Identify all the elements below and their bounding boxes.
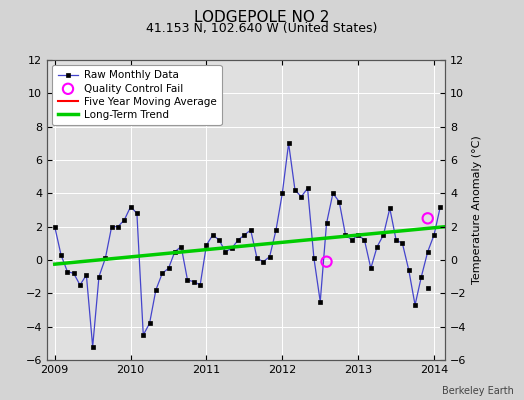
Quality Control Fail: [322, 258, 331, 265]
Raw Monthly Data: [90, 344, 96, 349]
Raw Monthly Data: [298, 194, 304, 199]
Text: Berkeley Earth: Berkeley Earth: [442, 386, 514, 396]
Raw Monthly Data: [83, 273, 90, 278]
Y-axis label: Temperature Anomaly (°C): Temperature Anomaly (°C): [472, 136, 482, 284]
Raw Monthly Data: [159, 271, 166, 276]
Raw Monthly Data: [134, 211, 140, 216]
Text: LODGEPOLE NO 2: LODGEPOLE NO 2: [194, 10, 330, 25]
Raw Monthly Data: [399, 241, 406, 246]
Raw Monthly Data: [437, 204, 443, 209]
Raw Monthly Data: [286, 141, 292, 146]
Quality Control Fail: [423, 215, 432, 222]
Raw Monthly Data: [247, 228, 254, 232]
Text: 41.153 N, 102.640 W (United States): 41.153 N, 102.640 W (United States): [146, 22, 378, 35]
Raw Monthly Data: [51, 224, 58, 229]
Line: Raw Monthly Data: Raw Monthly Data: [53, 142, 442, 348]
Legend: Raw Monthly Data, Quality Control Fail, Five Year Moving Average, Long-Term Tren: Raw Monthly Data, Quality Control Fail, …: [52, 65, 222, 125]
